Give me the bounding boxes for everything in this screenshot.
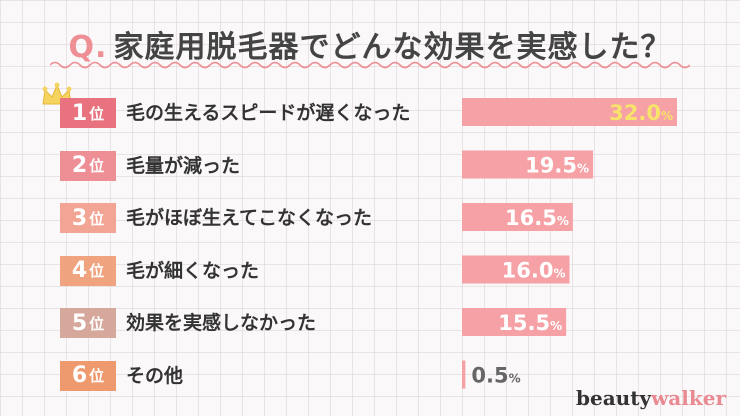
value-label: 0.5% (471, 364, 520, 388)
bar (462, 361, 465, 389)
logo-part2: walker (651, 386, 726, 410)
logo-part1: beauty (576, 386, 651, 410)
brand-logo: beautywalker (576, 386, 726, 410)
